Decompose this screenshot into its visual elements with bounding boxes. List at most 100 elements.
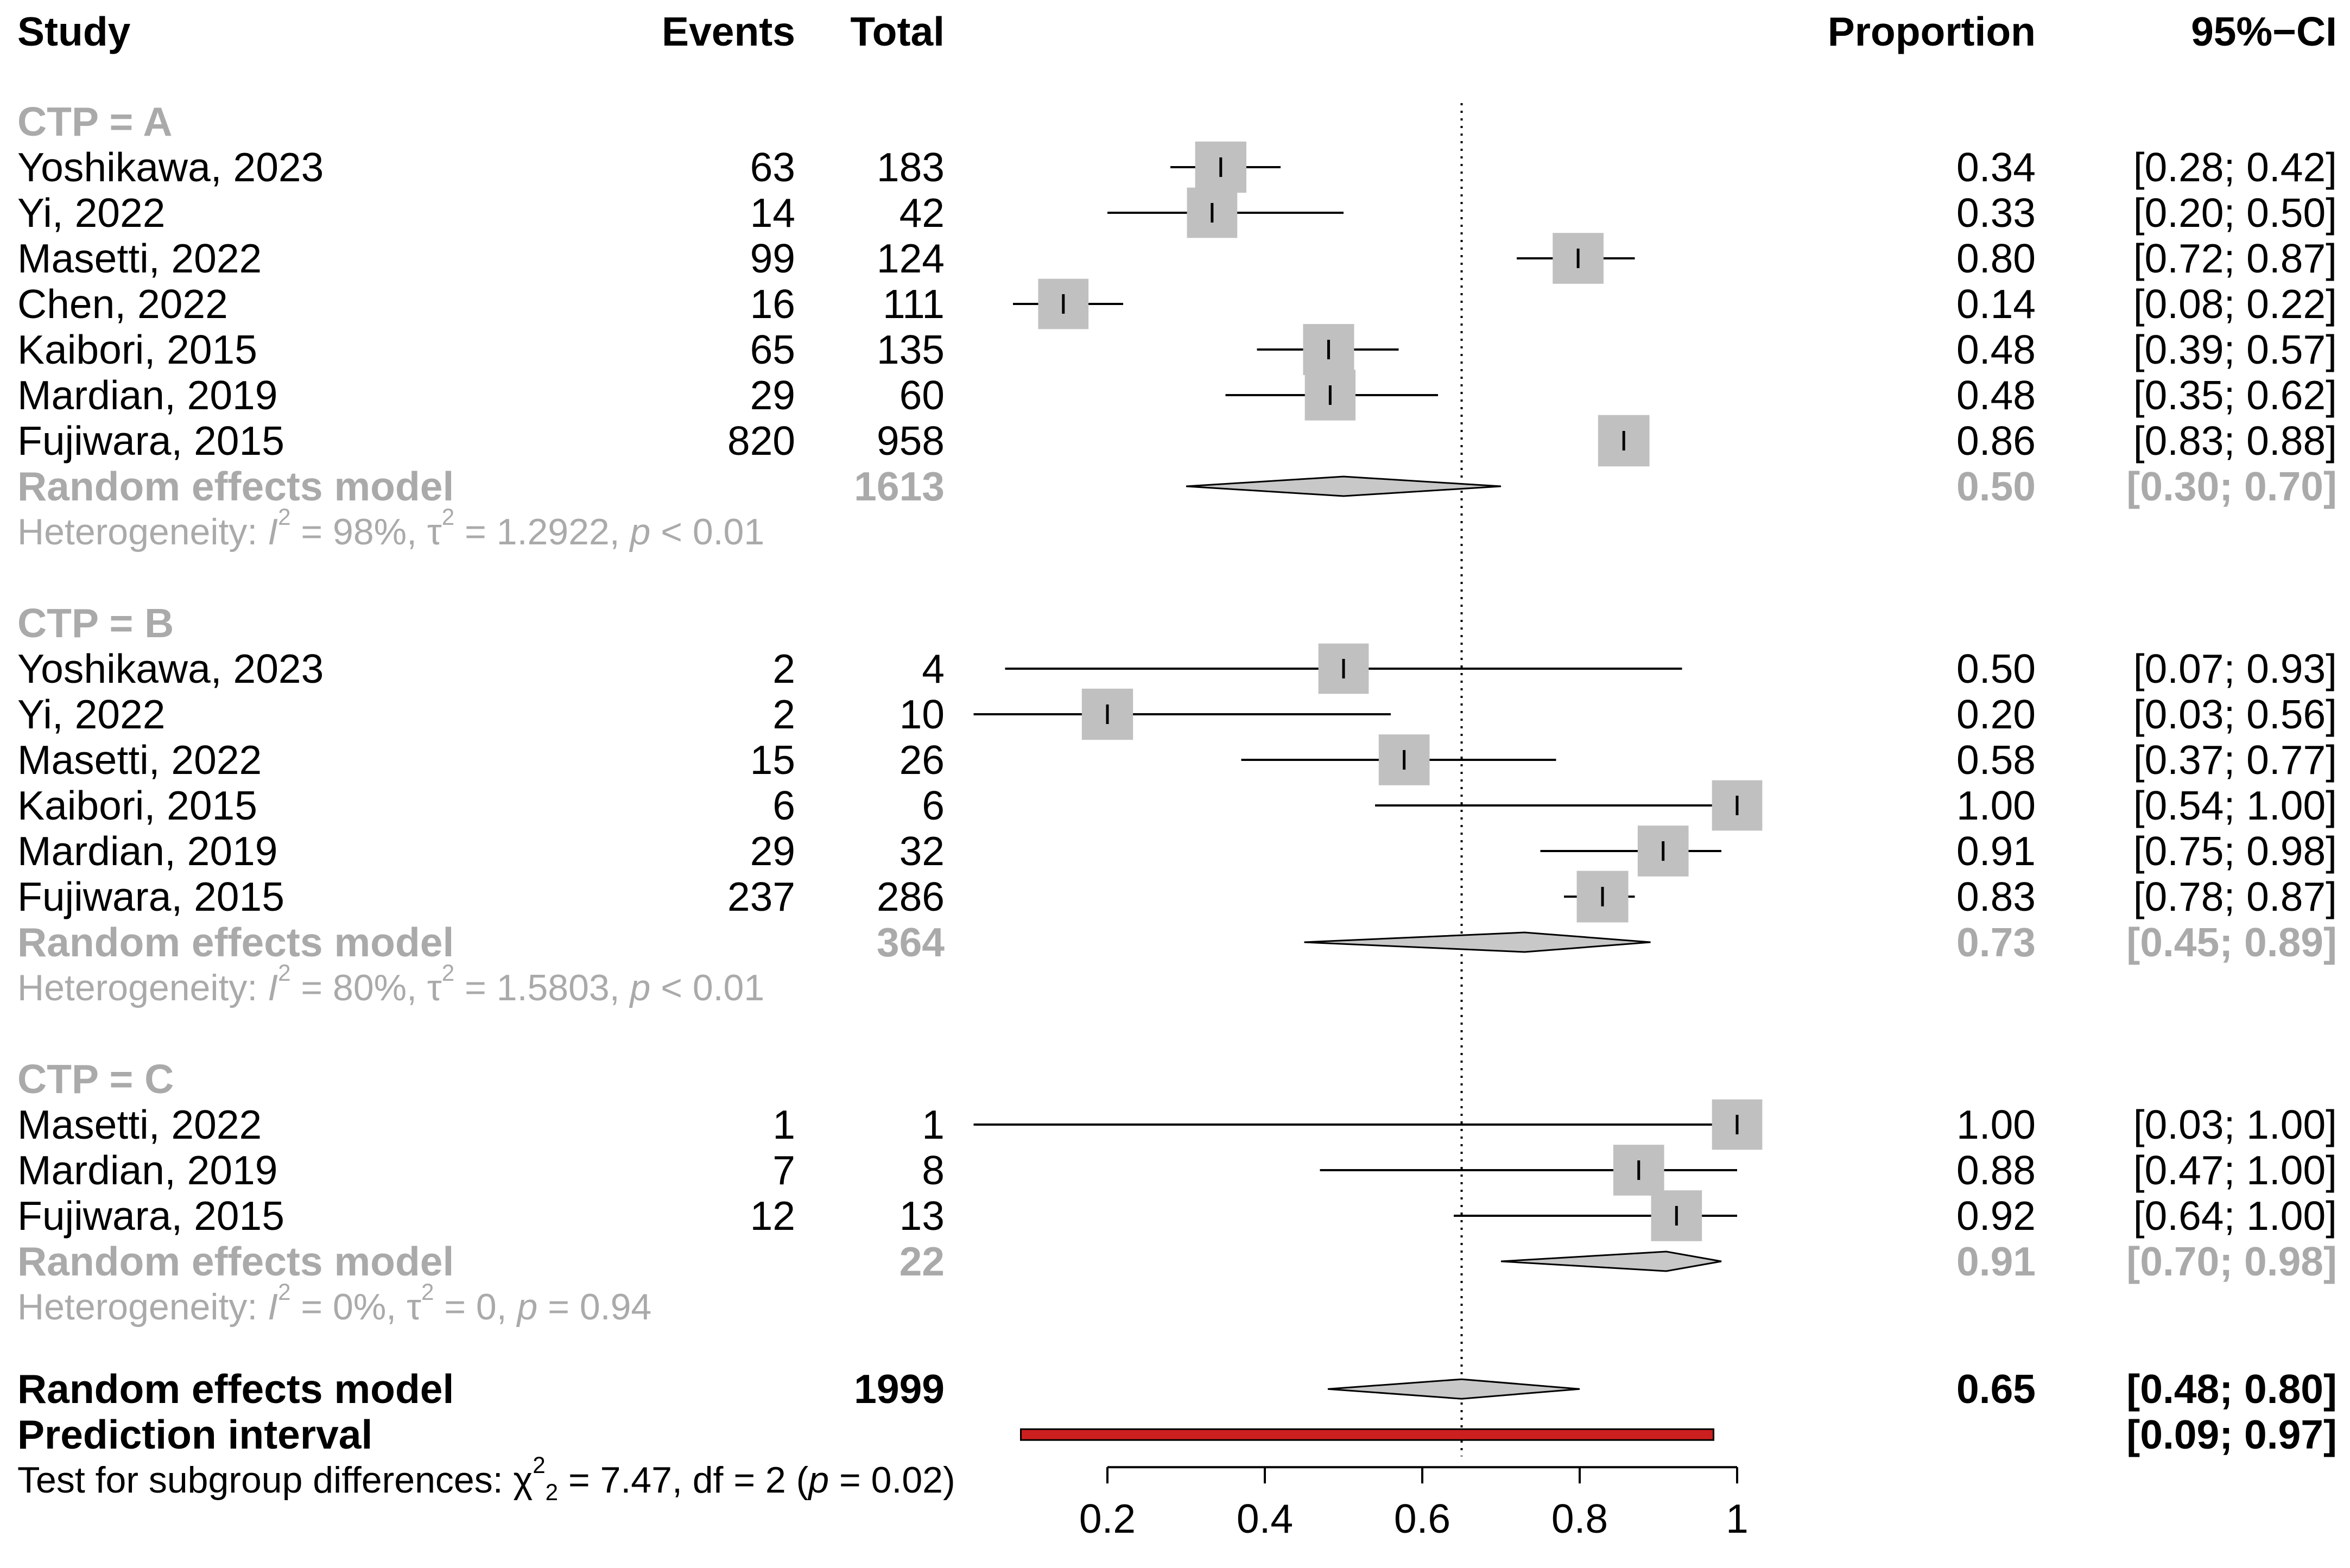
subgroup-1-study-5-name: Fujiwara, 2015 [17,874,284,919]
subgroup-2-study-2-ci: [0.64; 1.00] [2133,1193,2337,1239]
subgroup-1-study-3-proportion: 1.00 [1956,783,2036,828]
subgroup-2-pooled-label: Random effects model [17,1239,454,1284]
subgroup-1-heterogeneity-part: I [268,967,278,1008]
subgroup-1-study-5-ci: [0.78; 0.87] [2133,874,2337,919]
prediction-bar [1020,1428,1714,1441]
subgroup-0-study-1-proportion: 0.33 [1956,190,2036,236]
subgroup-1-label: CTP = B [17,600,174,646]
subgroup-test-part: = 0.02) [829,1459,955,1501]
subgroup-0-study-0-total: 183 [877,144,945,190]
subgroup-0-study-0-proportion: 0.34 [1956,144,2036,190]
subgroup-0-study-1-name: Yi, 2022 [17,190,165,236]
subgroup-1-study-2-proportion: 0.58 [1956,737,2036,783]
header-events: Events [662,9,795,54]
subgroup-0-heterogeneity-part: = 1.2922, [454,511,630,553]
subgroup-0-study-3-name: Chen, 2022 [17,281,228,327]
subgroup-0-study-5-proportion: 0.48 [1956,372,2036,418]
subgroup-1-study-3-events: 6 [772,783,795,828]
subgroup-test-part: p [807,1459,829,1501]
subgroup-test-part: = 7.47, df = 2 ( [558,1459,809,1501]
subgroup-2-heterogeneity-part: Heterogeneity: [17,1286,268,1328]
subgroup-2-heterogeneity-part: 2 [421,1279,434,1305]
subgroup-1-study-5-events: 237 [727,874,795,919]
subgroup-2-heterogeneity-part: = 0, [434,1286,517,1328]
subgroup-0-study-6-proportion: 0.86 [1956,418,2036,464]
prediction-label: Prediction interval [17,1412,372,1457]
subgroup-0-study-0-ci: [0.28; 0.42] [2133,144,2337,190]
subgroup-0-heterogeneity-part: < 0.01 [650,511,764,553]
subgroup-0-study-6-events: 820 [727,418,795,464]
subgroup-2-study-0-total: 1 [922,1102,945,1147]
subgroup-0-study-4-ci: [0.39; 0.57] [2133,327,2337,372]
subgroup-0-heterogeneity-part: p [629,511,651,553]
subgroup-0-heterogeneity-part: Heterogeneity: [17,511,268,553]
subgroup-2-pooled-proportion: 0.91 [1956,1239,2036,1284]
subgroup-0-heterogeneity-part: 2 [278,504,290,530]
subgroup-2-study-1-total: 8 [922,1147,945,1193]
subgroup-0-study-6-total: 958 [877,418,945,464]
overall-total: 1999 [854,1366,945,1412]
subgroup-test-part: 2 [546,1480,558,1505]
subgroup-0-study-4-total: 135 [877,327,945,372]
subgroup-2-heterogeneity: Heterogeneity: I2 = 0%, τ2 = 0, p = 0.94 [17,1279,651,1328]
header-proportion: Proportion [1828,9,2036,54]
x-tick-label-0: 0.2 [1079,1496,1136,1541]
subgroup-1-study-4-events: 29 [750,828,795,874]
subgroup-1-study-5-proportion: 0.83 [1956,874,2036,919]
subgroup-2-heterogeneity-part: 2 [278,1279,290,1305]
subgroup-2-study-2-events: 12 [750,1193,795,1239]
subgroup-1-pooled-total: 364 [877,919,945,965]
subgroup-1-study-2-events: 15 [750,737,795,783]
overall-label: Random effects model [17,1366,454,1412]
subgroup-0-study-4-proportion: 0.48 [1956,327,2036,372]
subgroup-0-study-2-total: 124 [877,236,945,281]
subgroup-1-heterogeneity-part: 2 [442,960,454,986]
subgroup-2-study-1-events: 7 [772,1147,795,1193]
subgroup-1-heterogeneity-part: p [629,967,651,1008]
subgroup-2-study-0-events: 1 [772,1102,795,1147]
subgroup-2-study-2-name: Fujiwara, 2015 [17,1193,284,1239]
subgroup-0-heterogeneity-part: 2 [442,504,454,530]
subgroup-2-study-2-total: 13 [900,1193,945,1239]
subgroup-0-study-5-total: 60 [900,372,945,418]
subgroup-0-pooled-diamond [1186,475,1502,497]
marks-layer [1020,141,1763,1441]
prediction-ci: [0.09; 0.97] [2126,1412,2337,1457]
subgroup-2-study-0-ci: [0.03; 1.00] [2133,1102,2337,1147]
subgroup-1-heterogeneity-part: = 1.5803, [454,967,630,1008]
subgroup-1-study-3-ci: [0.54; 1.00] [2133,783,2337,828]
subgroup-1-study-4-proportion: 0.91 [1956,828,2036,874]
subgroup-0-study-2-ci: [0.72; 0.87] [2133,236,2337,281]
subgroup-1-study-1-total: 10 [900,691,945,737]
subgroup-1-heterogeneity: Heterogeneity: I2 = 80%, τ2 = 1.5803, p … [17,960,764,1009]
subgroup-0-pooled-total: 1613 [854,464,945,509]
subgroup-2-label: CTP = C [17,1056,174,1102]
subgroup-0-study-1-total: 42 [900,190,945,236]
subgroup-1-study-0-ci: [0.07; 0.93] [2133,646,2337,691]
subgroup-0-study-3-proportion: 0.14 [1956,281,2036,327]
subgroup-1-study-4-name: Mardian, 2019 [17,828,277,874]
subgroup-0-study-5-name: Mardian, 2019 [17,372,277,418]
subgroup-1-study-1-proportion: 0.20 [1956,691,2036,737]
subgroup-0-study-2-events: 99 [750,236,795,281]
subgroup-1-study-1-ci: [0.03; 0.56] [2133,691,2337,737]
subgroup-0-pooled-proportion: 0.50 [1956,464,2036,509]
subgroup-0-study-2-proportion: 0.80 [1956,236,2036,281]
subgroup-2-heterogeneity-part: = 0.94 [537,1286,651,1328]
subgroup-0-study-6-ci: [0.83; 0.88] [2133,418,2337,464]
overall-diamond [1327,1378,1580,1400]
subgroup-1-study-2-ci: [0.37; 0.77] [2133,737,2337,783]
subgroup-0-study-3-events: 16 [750,281,795,327]
x-tick-label-3: 0.8 [1551,1496,1608,1541]
subgroup-2-study-0-proportion: 1.00 [1956,1102,2036,1147]
x-tick-label-4: 1 [1726,1496,1749,1541]
subgroup-2-pooled-ci: [0.70; 0.98] [2126,1239,2337,1284]
subgroup-2-study-1-name: Mardian, 2019 [17,1147,277,1193]
x-tick-label-1: 0.4 [1237,1496,1293,1541]
subgroup-1-heterogeneity-part: = 80%, [291,967,427,1008]
header-ci: 95%−CI [2191,9,2337,54]
subgroup-test-part: χ [513,1459,533,1501]
subgroup-1-heterogeneity-part: 2 [278,960,290,986]
subgroup-2-study-2-proportion: 0.92 [1956,1193,2036,1239]
subgroup-0-study-6-name: Fujiwara, 2015 [17,418,284,464]
